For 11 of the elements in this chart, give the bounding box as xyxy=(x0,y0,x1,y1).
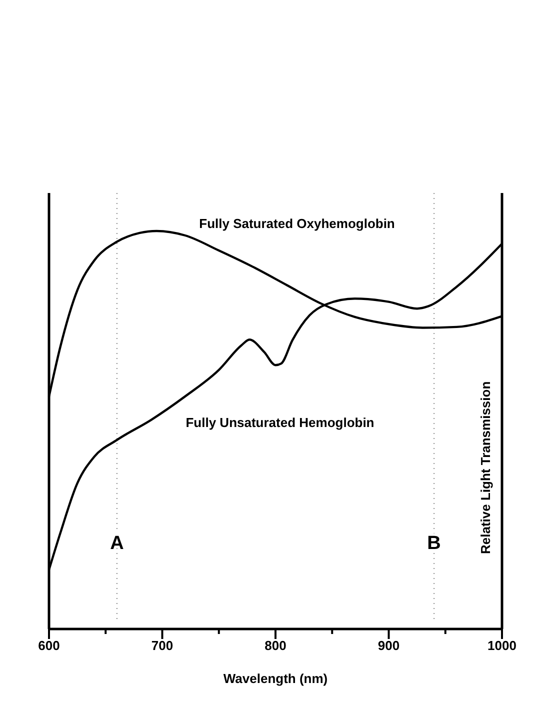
y-axis-title: Relative Light Transmission xyxy=(478,381,493,554)
x-tick-label: 600 xyxy=(38,638,60,654)
x-tick-label: 900 xyxy=(378,638,400,654)
x-tick-label: 800 xyxy=(264,638,286,654)
series-label: Fully Unsaturated Hemoglobin xyxy=(186,415,374,430)
series-label: Fully Saturated Oxyhemoglobin xyxy=(199,216,395,231)
x-axis-title: Wavelength (nm) xyxy=(223,671,328,686)
ref-line-label: B xyxy=(427,533,441,554)
x-tick-label: 1000 xyxy=(488,638,516,654)
ref-line-label: A xyxy=(110,533,124,554)
x-tick-label: 700 xyxy=(151,638,174,654)
